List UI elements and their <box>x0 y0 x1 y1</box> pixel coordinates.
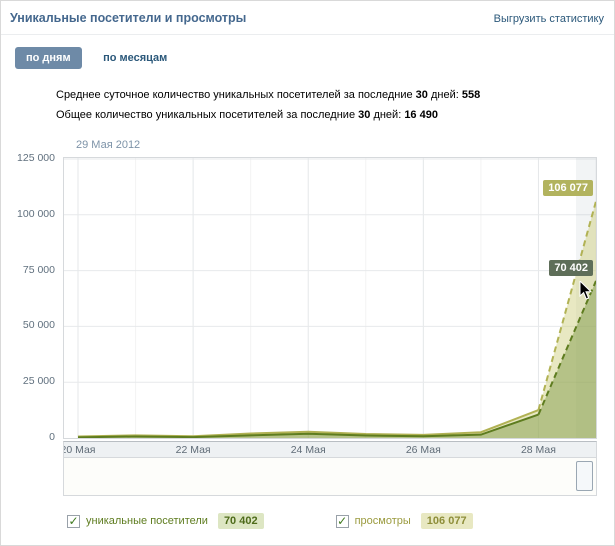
summary-text: Среднее суточное количество уникальных п… <box>56 89 413 101</box>
chart-date-label: 29 Мая 2012 <box>76 139 141 151</box>
legend-label-unique: уникальные посетители <box>86 515 208 527</box>
summary-total-value: 16 490 <box>404 109 438 121</box>
x-axis-label: 26 Мая <box>405 444 441 456</box>
y-axis-label: 25 000 <box>22 375 55 388</box>
x-axis-label: 24 Мая <box>290 444 326 456</box>
chart-legend: ✓ уникальные посетители 70 402 ✓ просмот… <box>67 513 614 529</box>
y-axis-label: 50 000 <box>22 319 55 332</box>
views-value-tooltip: 106 077 <box>543 180 593 197</box>
legend-item-views[interactable]: ✓ просмотры 106 077 <box>335 513 473 529</box>
unique-value-tooltip: 70 402 <box>549 259 593 276</box>
summary-text: Общее количество уникальных посетителей … <box>56 109 356 121</box>
summary-block: Среднее суточное количество уникальных п… <box>56 85 614 125</box>
tab-by-months[interactable]: по месяцам <box>103 52 168 64</box>
y-axis-label: 125 000 <box>17 152 55 164</box>
chart-area: 29 Мая 2012 20 Мая 22 Мая 24 Мая 26 Мая 28 М… <box>1 139 614 499</box>
summary-days-count: 30 <box>358 109 371 121</box>
y-axis-label: 0 <box>49 431 55 443</box>
x-axis-label: 20 Мая <box>63 444 96 456</box>
x-axis-label: 22 Мая <box>175 444 211 456</box>
visitors-views-chart[interactable] <box>63 157 597 439</box>
summary-days-count: 30 <box>415 89 428 101</box>
page-header: Уникальные посетители и просмотры Выгруз… <box>1 1 614 35</box>
mouse-cursor-icon <box>579 281 593 300</box>
check-icon: ✓ <box>68 513 79 528</box>
range-slider-thumb[interactable] <box>576 461 593 491</box>
legend-value-views: 106 077 <box>420 513 473 529</box>
views-checkbox[interactable]: ✓ <box>335 513 349 528</box>
y-axis-label: 100 000 <box>17 207 55 220</box>
x-axis-label: 28 Мая <box>520 444 556 456</box>
chart-range-selector[interactable] <box>63 458 597 496</box>
summary-average-value: 558 <box>461 89 481 101</box>
summary-text: дней: <box>430 89 459 101</box>
legend-label-views: просмотры <box>354 515 411 527</box>
legend-item-unique[interactable]: ✓ уникальные посетители 70 402 <box>67 513 264 529</box>
summary-line-average: Среднее суточное количество уникальных п… <box>56 85 614 105</box>
x-axis: 20 Мая 22 Мая 24 Мая 26 Мая 28 Мая <box>63 441 597 458</box>
check-icon: ✓ <box>337 513 348 528</box>
period-tabs: по дням по месяцам <box>1 35 614 77</box>
page-title: Уникальные посетители и просмотры <box>10 11 247 25</box>
tab-by-days[interactable]: по дням <box>15 47 82 69</box>
unique-visitors-checkbox[interactable]: ✓ <box>67 513 80 528</box>
summary-text: дней: <box>373 109 402 121</box>
legend-value-unique: 70 402 <box>217 513 264 529</box>
y-axis-label: 75 000 <box>22 263 55 276</box>
summary-line-total: Общее количество уникальных посетителей … <box>56 105 614 125</box>
export-stats-link[interactable]: Выгрузить статистику <box>493 13 604 25</box>
